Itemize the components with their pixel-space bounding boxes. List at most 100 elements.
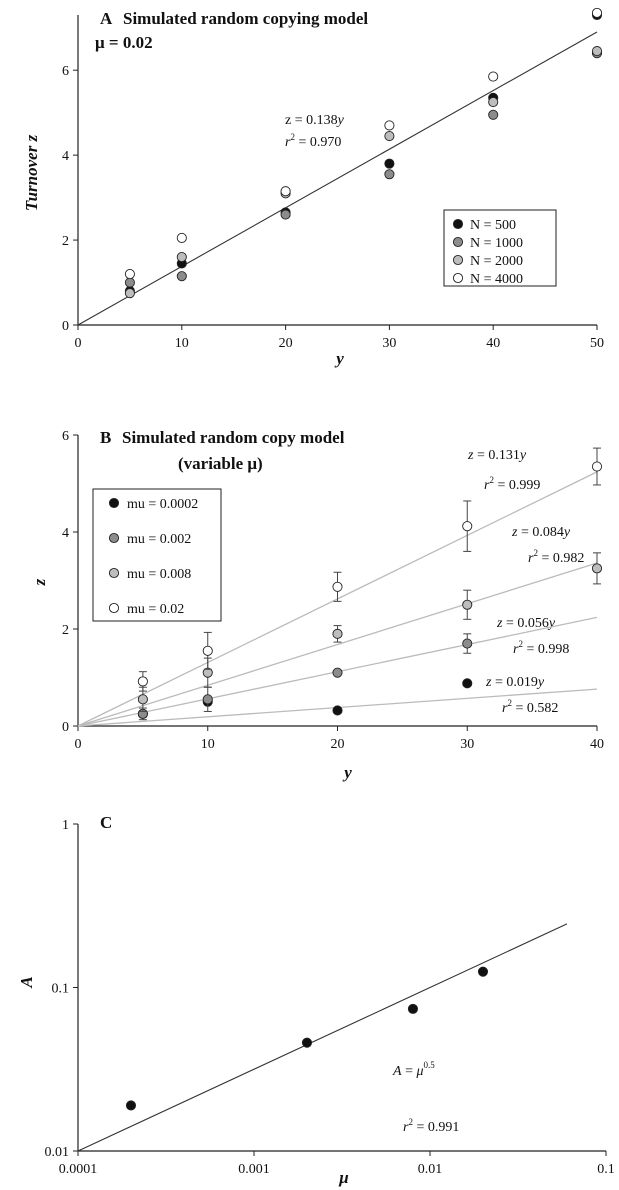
panel-b-point (462, 638, 473, 649)
panel-a-x-tick-label: 10 (175, 336, 189, 351)
panel-b-point (462, 521, 473, 532)
panel-b-subtitle: (variable μ) (178, 454, 263, 473)
panel-b-title: Simulated random copy model (122, 428, 345, 447)
panel-c-x-tick-label: 0.1 (597, 1162, 615, 1177)
panel-c-x-tick-label: 0.001 (238, 1162, 270, 1177)
panel-b-fit-r2: r2 = 0.582 (502, 698, 558, 716)
panel-a-point (488, 97, 499, 108)
panel-b: B Simulated random copy model (variable … (30, 428, 604, 782)
panel-a-y-tick-label: 4 (62, 149, 69, 164)
panel-a-legend-marker (452, 254, 464, 266)
panel-a-y-tick-label: 2 (62, 234, 69, 249)
panel-a-x-tick-label: 50 (590, 336, 604, 351)
panel-a-legend-marker (452, 272, 464, 284)
panel-a-point (384, 169, 395, 180)
panel-a-point (591, 46, 603, 57)
panel-a-x-tick-label: 40 (486, 336, 500, 351)
panel-a-ylabel: Turnover z (22, 134, 41, 211)
panel-b-x-tick-label: 0 (75, 737, 82, 752)
panel-a-subtitle: μ = 0.02 (95, 33, 153, 52)
panel-a-fit-r2: r2 = 0.970 (285, 132, 341, 150)
panel-a-title: Simulated random copying model (123, 9, 368, 28)
panel-a-legend-marker (452, 236, 464, 248)
panel-a-y-tick-label: 0 (62, 319, 69, 334)
panel-a-point (488, 71, 499, 82)
panel-b-point (591, 461, 603, 472)
panel-b-point (332, 628, 343, 639)
panel-b-point (137, 676, 148, 687)
panel-c-point (301, 1037, 313, 1048)
panel-a-point (280, 186, 291, 197)
panel-b-point (332, 705, 343, 716)
panel-a-point (124, 288, 135, 299)
panel-a-x-tick-label: 20 (279, 336, 293, 351)
panel-b-ylabel: z (30, 578, 49, 586)
panel-a-legend-label: N = 4000 (470, 272, 523, 287)
panel-a-point (124, 277, 135, 288)
panel-b-y-tick-label: 2 (62, 623, 69, 638)
panel-a-legend-marker (452, 218, 464, 230)
panel-b-letter: B (100, 428, 111, 447)
panel-a-point (176, 232, 187, 243)
panel-c-x-tick-label: 0.0001 (59, 1162, 98, 1177)
panel-b-legend-marker (108, 532, 120, 544)
panel-c-fit-equation: A = μ0.5 (392, 1060, 435, 1079)
panel-a-fit-line (77, 31, 598, 326)
panel-b-y-tick-label: 4 (62, 526, 69, 541)
panel-a: A Simulated random copying model μ = 0.0… (22, 7, 604, 368)
panel-b-x-tick-label: 20 (331, 737, 345, 752)
panel-b-fit-r2: r2 = 0.999 (484, 475, 540, 493)
panel-c-point (407, 1003, 418, 1014)
panel-a-point (384, 158, 395, 169)
panel-b-xlabel: y (342, 763, 352, 782)
panel-b-y-tick-label: 0 (62, 720, 69, 735)
panel-b-fit-line (77, 562, 598, 727)
panel-c-ylabel: A (17, 976, 36, 988)
panel-b-fit-equation: z = 0.019y (485, 675, 545, 690)
panel-a-point (591, 7, 603, 18)
panel-b-point (202, 694, 213, 705)
panel-b-fit-r2: r2 = 0.982 (528, 548, 584, 566)
panel-b-legend-marker (108, 497, 120, 509)
panel-b-fit-equation: z = 0.084y (511, 525, 571, 540)
panel-a-point (124, 268, 135, 280)
panel-a-point (280, 209, 291, 220)
panel-a-point (488, 109, 499, 120)
panel-b-legend: mu = 0.0002 mu = 0.002 mu = 0.008 mu = 0.02 (108, 497, 198, 617)
panel-a-fit-equation: z = 0.138y (285, 113, 345, 128)
panel-b-fit-equation: z = 0.056y (496, 616, 556, 631)
panel-b-x-tick-label: 30 (460, 737, 474, 752)
panel-a-y-tick-label: 6 (62, 64, 69, 79)
panel-c-fit-line (77, 923, 568, 1152)
panel-c-xlabel: μ (338, 1168, 348, 1187)
panel-a-point (384, 130, 395, 142)
panel-c: C A μ A = μ0.5 r2 = 0.991 0.0001 0.001 0.0… (17, 813, 615, 1187)
panel-b-legend-label: mu = 0.0002 (127, 497, 198, 512)
panel-b-legend-label: mu = 0.02 (127, 602, 184, 617)
panel-b-legend-marker (108, 567, 120, 579)
panel-a-legend: N = 500 N = 1000 N = 2000 N = 4000 (452, 218, 523, 287)
panel-a-legend-label: N = 500 (470, 218, 516, 233)
panel-b-point (202, 645, 213, 656)
panel-b-legend-label: mu = 0.002 (127, 532, 191, 547)
panel-b-y-tick-label: 6 (62, 429, 69, 444)
panel-b-legend-label: mu = 0.008 (127, 567, 191, 582)
panel-c-x-tick-label: 0.01 (418, 1162, 443, 1177)
panel-a-xlabel: y (334, 349, 344, 368)
panel-b-point (462, 678, 473, 689)
panel-a-letter: A (100, 9, 113, 28)
panel-b-fit-equation: z = 0.131y (467, 448, 527, 463)
panel-b-point (462, 599, 473, 610)
panel-b-point (332, 667, 343, 678)
panel-a-point (176, 252, 187, 263)
panel-c-y-tick-label: 1 (62, 818, 69, 833)
panel-b-legend-marker (108, 602, 120, 614)
panel-b-fit-r2: r2 = 0.998 (513, 639, 569, 657)
panel-c-y-tick-label: 0.01 (45, 1145, 70, 1160)
panel-c-letter: C (100, 813, 112, 832)
panel-c-fit-r2: r2 = 0.991 (403, 1117, 459, 1135)
panel-b-x-tick-label: 10 (201, 737, 215, 752)
panel-a-x-tick-label: 0 (75, 336, 82, 351)
panel-a-legend-label: N = 1000 (470, 236, 523, 251)
